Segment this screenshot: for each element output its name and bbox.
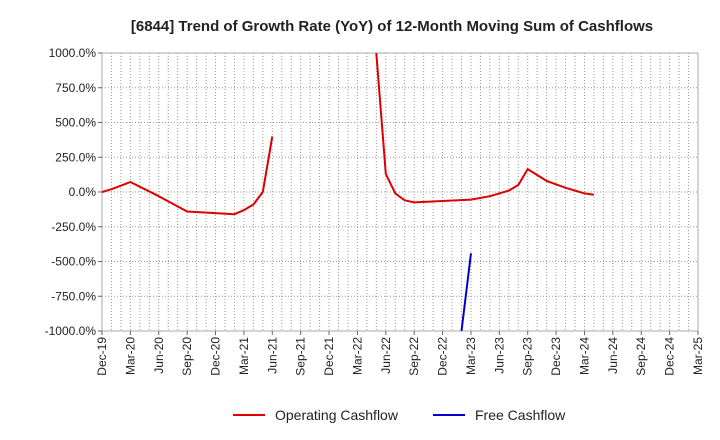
x-tick-label: Dec-24 bbox=[663, 337, 677, 376]
legend-label: Free Cashflow bbox=[475, 407, 566, 423]
series-lines bbox=[102, 53, 595, 331]
series-line-operating-cashflow bbox=[375, 53, 595, 204]
y-tick-label: -750.0% bbox=[51, 289, 96, 303]
series-line-free-cashflow bbox=[460, 253, 472, 331]
x-axis-ticks: Dec-19 Mar-20 Jun-20 Sep-20 Dec-20 Mar-21 Jun-… bbox=[95, 331, 705, 376]
y-tick-label: 1000.0% bbox=[49, 46, 97, 60]
chart-title: [6844] Trend of Growth Rate (YoY) of 12-… bbox=[131, 18, 653, 35]
x-tick-label: Dec-21 bbox=[322, 337, 336, 376]
x-tick-label: Jun-20 bbox=[152, 337, 166, 374]
legend: Operating Cashflow Free Cashflow bbox=[233, 407, 566, 423]
x-tick-label: Jun-24 bbox=[606, 337, 620, 374]
x-tick-label: Dec-20 bbox=[209, 337, 223, 376]
y-tick-label: -250.0% bbox=[51, 220, 96, 234]
x-tick-label: Sep-23 bbox=[521, 337, 535, 376]
y-tick-label: -1000.0% bbox=[45, 324, 97, 338]
legend-label: Operating Cashflow bbox=[275, 407, 399, 423]
x-tick-label: Mar-24 bbox=[577, 337, 591, 375]
y-tick-label: 500.0% bbox=[55, 116, 96, 130]
x-tick-label: Mar-20 bbox=[123, 337, 137, 375]
x-tick-label: Mar-22 bbox=[350, 337, 364, 375]
x-tick-label: Sep-20 bbox=[180, 337, 194, 376]
y-tick-label: -500.0% bbox=[51, 255, 96, 269]
x-tick-label: Jun-21 bbox=[265, 337, 279, 374]
x-tick-label: Sep-22 bbox=[407, 337, 421, 376]
x-tick-label: Dec-22 bbox=[436, 337, 450, 376]
y-axis-ticks: 1000.0% 750.0% 500.0% 250.0% 0.0% -250.0% -500… bbox=[45, 46, 102, 338]
series-line-operating-cashflow bbox=[102, 136, 274, 216]
x-tick-label: Dec-19 bbox=[95, 337, 109, 376]
x-tick-label: Sep-24 bbox=[634, 337, 648, 376]
y-tick-label: 0.0% bbox=[69, 185, 97, 199]
x-tick-label: Mar-25 bbox=[691, 337, 705, 375]
x-tick-label: Mar-21 bbox=[237, 337, 251, 375]
y-tick-label: 250.0% bbox=[55, 150, 96, 164]
x-tick-label: Jun-22 bbox=[379, 337, 393, 374]
x-tick-label: Dec-23 bbox=[549, 337, 563, 376]
y-tick-label: 750.0% bbox=[55, 81, 96, 95]
x-tick-label: Sep-21 bbox=[294, 337, 308, 376]
x-tick-label: Jun-23 bbox=[492, 337, 506, 374]
x-tick-label: Mar-23 bbox=[464, 337, 478, 375]
